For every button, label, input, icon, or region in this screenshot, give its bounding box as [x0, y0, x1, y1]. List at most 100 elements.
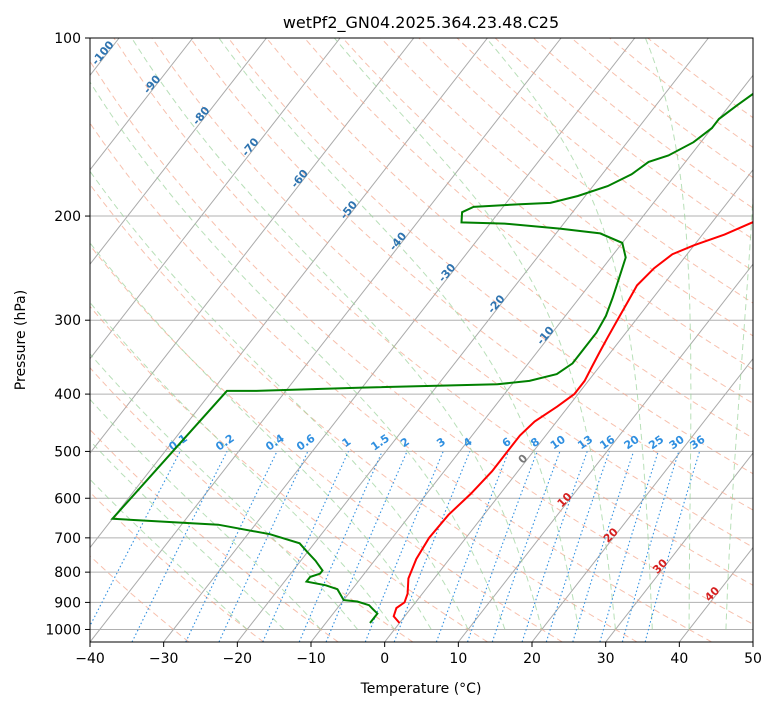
moist-adiabat-line [725, 188, 753, 630]
x-tick-label: 20 [523, 651, 541, 667]
moist-adiabat-line [90, 301, 395, 630]
mixing-ratio-line [298, 451, 383, 642]
clipped-plot: 0.1 0.2 0.4 0.6 1 1.5 2 3 4 6 8 10 13 16 20 25 30 36-100-… [89, 38, 753, 642]
mixing-ratio-line [393, 451, 471, 642]
mixing-ratio-label: 20 [622, 433, 642, 453]
mixing-ratio-label: 0.6 [294, 431, 318, 453]
dry-adiabat-line [571, 38, 753, 179]
isotherm-line [163, 38, 636, 642]
dry-adiabat-line [532, 38, 753, 209]
x-tick-label: 10 [449, 651, 467, 667]
mixing-ratio-label: 10 [548, 433, 568, 453]
moist-adiabat-label: 10 [555, 490, 575, 510]
mixing-ratio-line [644, 451, 701, 642]
mixing-ratio-line [325, 451, 408, 642]
dry-adiabat-line [151, 38, 753, 548]
mixing-ratio-label: 3 [434, 435, 448, 450]
dry-adiabat-line [90, 367, 414, 642]
mixing-ratio-label: 1 [340, 435, 354, 450]
x-tick-label: 50 [744, 651, 762, 667]
moist-adiabat-line [90, 81, 506, 630]
y-tick-label: 300 [54, 313, 81, 329]
mixing-ratio-line [262, 451, 349, 642]
isotherm-line [90, 38, 194, 171]
mixing-ratio-label: 1.5 [368, 432, 391, 454]
dry-adiabat-line [380, 38, 753, 337]
x-tick-label: −20 [223, 651, 253, 667]
moist-adiabat-line [334, 38, 616, 630]
isotherm-line [90, 38, 562, 642]
moist-adiabat-label: 40 [702, 584, 722, 604]
y-tick-label: 200 [54, 209, 81, 225]
mixing-ratio-line [521, 451, 588, 642]
isotherm-line [236, 38, 709, 642]
mixing-ratio-label: 25 [646, 433, 666, 452]
axis-ticks: −40 −30 −20 −10 0 10 20 30 40 5010020030040050060… [45, 31, 762, 667]
dry-adiabat-label: -40 [387, 229, 410, 253]
mixing-ratio-label: 16 [597, 433, 617, 453]
mixing-ratio-line [435, 451, 510, 642]
y-tick-label: 1000 [45, 622, 81, 638]
mixing-ratio-line [621, 451, 680, 642]
mixing-ratio-line [90, 451, 181, 628]
dewpoint-profile-line [110, 92, 753, 624]
moist-adiabat-line [644, 38, 692, 630]
dry-adiabat-line [90, 244, 563, 642]
mixing-ratio-line [545, 451, 610, 642]
x-tick-label: −10 [296, 651, 326, 667]
dry-adiabat-label: -10 [534, 324, 557, 348]
y-tick-label: 600 [54, 491, 81, 507]
x-tick-label: 30 [597, 651, 615, 667]
mixing-ratio-label: 13 [575, 433, 595, 452]
dry-adiabat-line [189, 38, 753, 511]
dry-adiabat-line [418, 38, 753, 304]
isotherm-line [605, 452, 753, 642]
moist-adiabat-line [90, 478, 248, 630]
dry-adiabat-line [90, 555, 190, 642]
dry-adiabat-line [227, 38, 753, 475]
isotherm-line [90, 38, 267, 266]
dry-adiabat-line [90, 491, 264, 642]
moist-adiabat-line [90, 242, 432, 630]
dry-adiabat-label: -90 [141, 72, 164, 96]
x-tick-label: 40 [670, 651, 688, 667]
moist-adiabat-label: 30 [650, 556, 670, 576]
moist-adiabat-line [485, 38, 653, 630]
dry-adiabat-line [90, 60, 753, 625]
mixing-ratio-label: 6 [500, 435, 514, 450]
x-tick-label: −30 [149, 651, 179, 667]
dry-adiabat-line [113, 38, 753, 586]
chart-title: wetPf2_GN04.2025.364.23.48.C25 [283, 13, 559, 33]
dry-adiabat-label: -60 [288, 167, 311, 191]
mixing-ratio-line [466, 451, 538, 642]
dry-adiabat-line [90, 122, 712, 642]
moist-adiabat-line [90, 170, 469, 630]
isotherm-line [531, 357, 753, 642]
mixing-ratio-line [218, 451, 309, 642]
mixing-ratio-line [572, 451, 635, 642]
y-tick-label: 900 [54, 595, 81, 611]
y-tick-label: 400 [54, 387, 81, 403]
y-axis-label: Pressure (hPa) [13, 290, 29, 390]
moist-adiabat-line [90, 440, 285, 630]
isotherm-line [310, 74, 753, 642]
x-tick-label: −40 [75, 651, 105, 667]
y-tick-label: 800 [54, 565, 81, 581]
dry-adiabat-line [90, 183, 638, 642]
moist-adiabat-label: 0 [516, 451, 531, 466]
isotherm-line [384, 168, 753, 642]
dry-adiabat-label: -100 [89, 38, 117, 68]
temperature-profile-line [392, 221, 753, 624]
y-tick-label: 500 [54, 444, 81, 460]
mixing-ratio-label: 2 [398, 435, 412, 450]
isotherm-line [90, 38, 488, 549]
plot-frame [89, 37, 754, 643]
dry-adiabat-label: -50 [337, 198, 360, 222]
dry-adiabat-label: -30 [436, 261, 459, 285]
dry-adiabat-label: -80 [190, 104, 213, 128]
moist-adiabat-line [90, 398, 322, 630]
y-tick-label: 100 [54, 31, 81, 47]
x-tick-label: 0 [380, 651, 389, 667]
